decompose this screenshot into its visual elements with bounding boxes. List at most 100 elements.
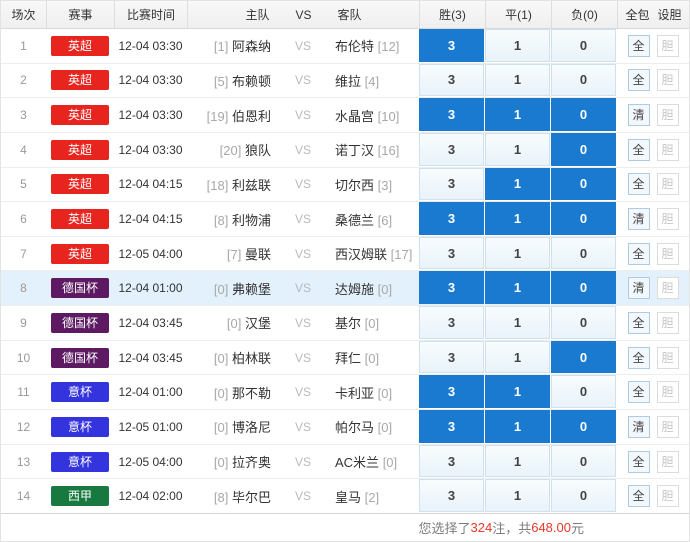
away-rank: [0] [382,455,398,470]
set-dan-button[interactable]: 胆 [656,69,679,92]
odd-lose-cell[interactable]: 0 [551,98,616,131]
set-dan-button[interactable]: 胆 [656,34,679,57]
odd-win-cell[interactable]: 3 [419,340,484,374]
toggle-all-button[interactable]: 清 [627,208,650,231]
odd-win-cell[interactable]: 3 [419,29,484,62]
toggle-all-button[interactable]: 全 [627,173,650,196]
teams-cell: [0] 拉齐奥 VS AC米兰 [0] [187,445,419,479]
odd-lose-cell[interactable]: 0 [551,444,616,478]
away-team-cell: 拜仁 [0] [323,348,419,367]
header-draw: 平(1) [485,1,551,28]
odd-draw-cell[interactable]: 1 [485,202,550,235]
match-number: 1 [20,38,27,53]
teams-cell: [20] 狼队 VS 诺丁汉 [16] [187,133,419,167]
odd-lose-cell[interactable]: 0 [551,202,616,235]
home-team-cell: [0] 博洛尼 [187,417,283,436]
set-dan-button[interactable]: 胆 [656,415,679,438]
away-team-cell: 皇马 [2] [323,487,419,506]
vs-label: VS [294,212,311,227]
odd-win-cell[interactable]: 3 [419,410,484,443]
toggle-all-button[interactable]: 全 [627,346,650,369]
odd-draw-cell[interactable]: 1 [485,29,550,62]
odds-cells: 3 1 0 [419,479,617,513]
row-actions: 清 胆 [617,410,689,444]
odd-win-cell[interactable]: 3 [419,98,484,131]
odds-cells: 3 1 0 [419,236,617,271]
odd-draw-cell[interactable]: 1 [485,375,550,409]
odd-lose-cell[interactable]: 0 [551,340,616,374]
odd-lose-cell[interactable]: 0 [551,29,616,62]
toggle-all-button[interactable]: 清 [627,415,650,438]
odd-lose-cell[interactable]: 0 [551,410,616,443]
odd-lose-cell[interactable]: 0 [551,236,616,270]
odd-win-cell[interactable]: 3 [419,167,484,201]
set-dan-button[interactable]: 胆 [656,138,679,161]
odd-draw-cell[interactable]: 1 [485,98,550,131]
set-dan-button[interactable]: 胆 [656,311,679,334]
league-badge: 英超 [51,70,109,91]
odd-draw-cell[interactable]: 1 [485,271,550,305]
odd-draw-cell[interactable]: 1 [485,479,550,512]
set-dan-button[interactable]: 胆 [656,346,679,369]
league-cell: 英超 [46,133,114,167]
set-dan-button[interactable]: 胆 [656,173,679,196]
odd-win-cell[interactable]: 3 [419,63,484,97]
odd-draw-cell[interactable]: 1 [485,306,550,339]
home-team: 曼联 [244,247,271,263]
header-teams: 主队 VS 客队 [187,1,419,28]
set-dan-button[interactable]: 胆 [656,104,679,127]
set-dan-button[interactable]: 胆 [656,277,679,300]
odd-draw-cell[interactable]: 1 [485,236,550,270]
teams-cell: [8] 毕尔巴 VS 皇马 [2] [187,479,419,513]
match-number: 4 [20,142,27,157]
odd-lose-cell[interactable]: 0 [551,375,616,409]
toggle-all-button[interactable]: 全 [627,34,650,57]
odd-win-cell[interactable]: 3 [419,202,484,235]
odd-win-cell[interactable]: 3 [419,236,484,270]
row-actions: 全 胆 [617,479,689,513]
odd-win-cell[interactable]: 3 [419,132,484,166]
summary-prefix: 您选择了 [418,521,471,536]
home-team: 利物浦 [231,212,271,228]
toggle-all-button[interactable]: 全 [627,69,650,92]
set-dan-button[interactable]: 胆 [656,242,679,265]
odds-cells: 3 1 0 [419,132,617,167]
odd-draw-cell[interactable]: 1 [485,132,550,166]
toggle-all-button[interactable]: 全 [627,485,650,508]
match-row: 5 英超 12-04 04:15 [18] 利兹联 VS 切尔西 [3] 3 1… [1,167,689,203]
odd-draw-cell[interactable]: 1 [485,410,550,443]
set-dan-button[interactable]: 胆 [656,381,679,404]
set-dan-button[interactable]: 胆 [656,208,679,231]
teams-cell: [7] 曼联 VS 西汉姆联 [17] [187,237,419,271]
odd-lose-cell[interactable]: 0 [551,63,616,97]
odd-lose-cell[interactable]: 0 [551,167,616,201]
toggle-all-button[interactable]: 清 [627,277,650,300]
odd-draw-cell[interactable]: 1 [485,167,550,201]
odd-draw-cell[interactable]: 1 [485,340,550,374]
match-time: 12-04 04:15 [118,177,183,192]
away-rank: [6] [377,212,393,228]
toggle-all-button[interactable]: 全 [627,381,650,404]
odd-win-cell[interactable]: 3 [419,479,484,512]
odd-draw-cell[interactable]: 1 [485,63,550,97]
odd-lose-cell[interactable]: 0 [551,306,616,339]
odd-lose-cell[interactable]: 0 [551,479,616,512]
toggle-all-button[interactable]: 清 [627,104,650,127]
header-away-team: 客队 [337,8,362,22]
odd-win-cell[interactable]: 3 [419,271,484,305]
match-number: 14 [16,489,31,504]
toggle-all-button[interactable]: 全 [627,311,650,334]
odd-win-cell[interactable]: 3 [419,375,484,409]
odd-lose-cell[interactable]: 0 [551,271,616,305]
odd-win-cell[interactable]: 3 [419,444,484,478]
set-dan-button[interactable]: 胆 [656,450,679,473]
set-dan-button[interactable]: 胆 [656,485,679,508]
toggle-all-button[interactable]: 全 [627,138,650,161]
toggle-all-button[interactable]: 全 [627,450,650,473]
match-number: 3 [20,108,27,123]
toggle-all-button[interactable]: 全 [627,242,650,265]
odd-win-cell[interactable]: 3 [419,306,484,339]
odd-draw-cell[interactable]: 1 [485,444,550,478]
match-time: 12-05 01:00 [118,419,183,434]
odd-lose-cell[interactable]: 0 [551,132,616,166]
